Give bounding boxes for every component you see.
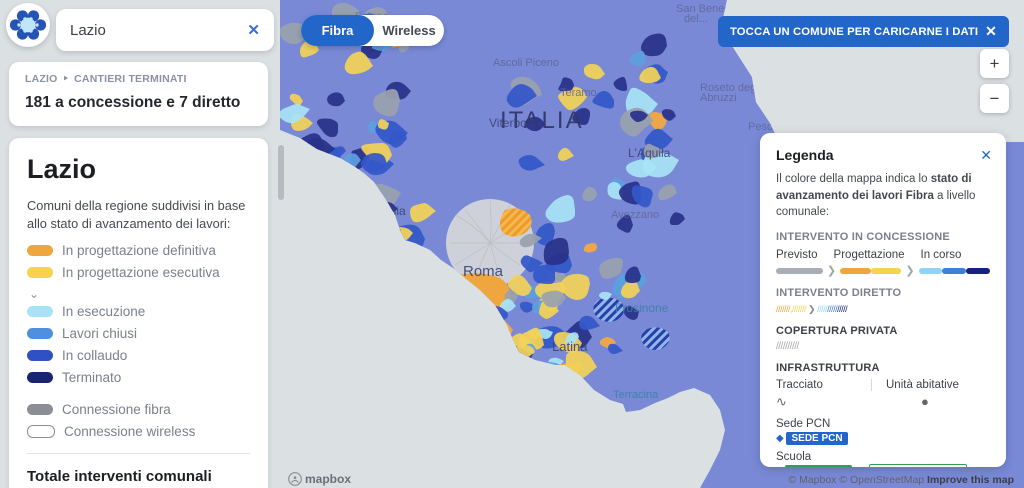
svg-text:del...: del... — [684, 13, 708, 25]
svg-text:Ascoli Piceno: Ascoli Piceno — [493, 57, 559, 69]
svg-text:Avezzano: Avezzano — [611, 209, 659, 221]
svg-text:Latina: Latina — [552, 339, 588, 354]
svg-text:Terracina: Terracina — [613, 389, 659, 401]
svg-text:Frosinone: Frosinone — [615, 301, 669, 315]
svg-text:Teramo: Teramo — [560, 87, 597, 99]
svg-text:Roma: Roma — [463, 263, 504, 280]
svg-text:Abruzzi: Abruzzi — [700, 92, 737, 104]
svg-text:L'Aquila: L'Aquila — [628, 146, 671, 160]
svg-text:Viterbo: Viterbo — [489, 116, 527, 130]
